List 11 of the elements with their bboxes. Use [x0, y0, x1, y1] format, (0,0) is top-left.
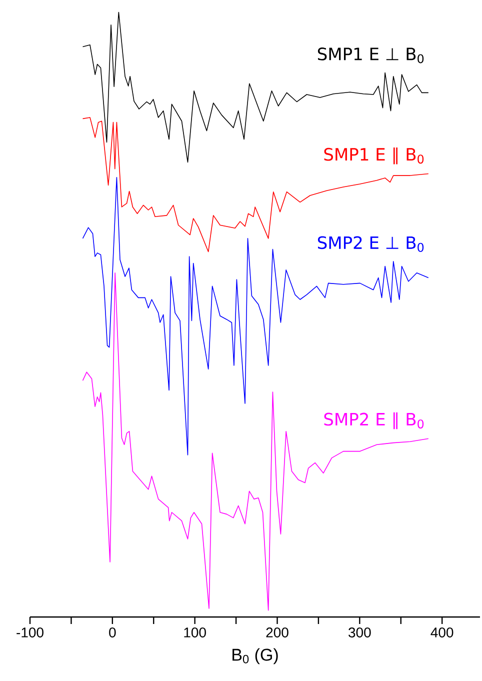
series-label: SMP2 E ⊥ B$_{0}$: [318, 236, 424, 252]
series-label: SMP1 E ⊥ B$_{0}$: [318, 48, 424, 64]
series-label: SMP1 E ∥ B$_{0}$: [324, 147, 424, 164]
series-label: SMP2 E ∥ B$_{0}$: [324, 412, 424, 430]
x-axis-title: B$_{0}$ (G): [232, 648, 278, 664]
x-tick-label: 200: [266, 628, 288, 638]
x-tick-label: 400: [430, 628, 454, 638]
x-tick-label: 300: [348, 628, 371, 638]
x-tick-label: 100: [184, 628, 206, 638]
x-tick-label: -100: [16, 628, 44, 638]
x-tick-label: 0: [109, 628, 116, 638]
